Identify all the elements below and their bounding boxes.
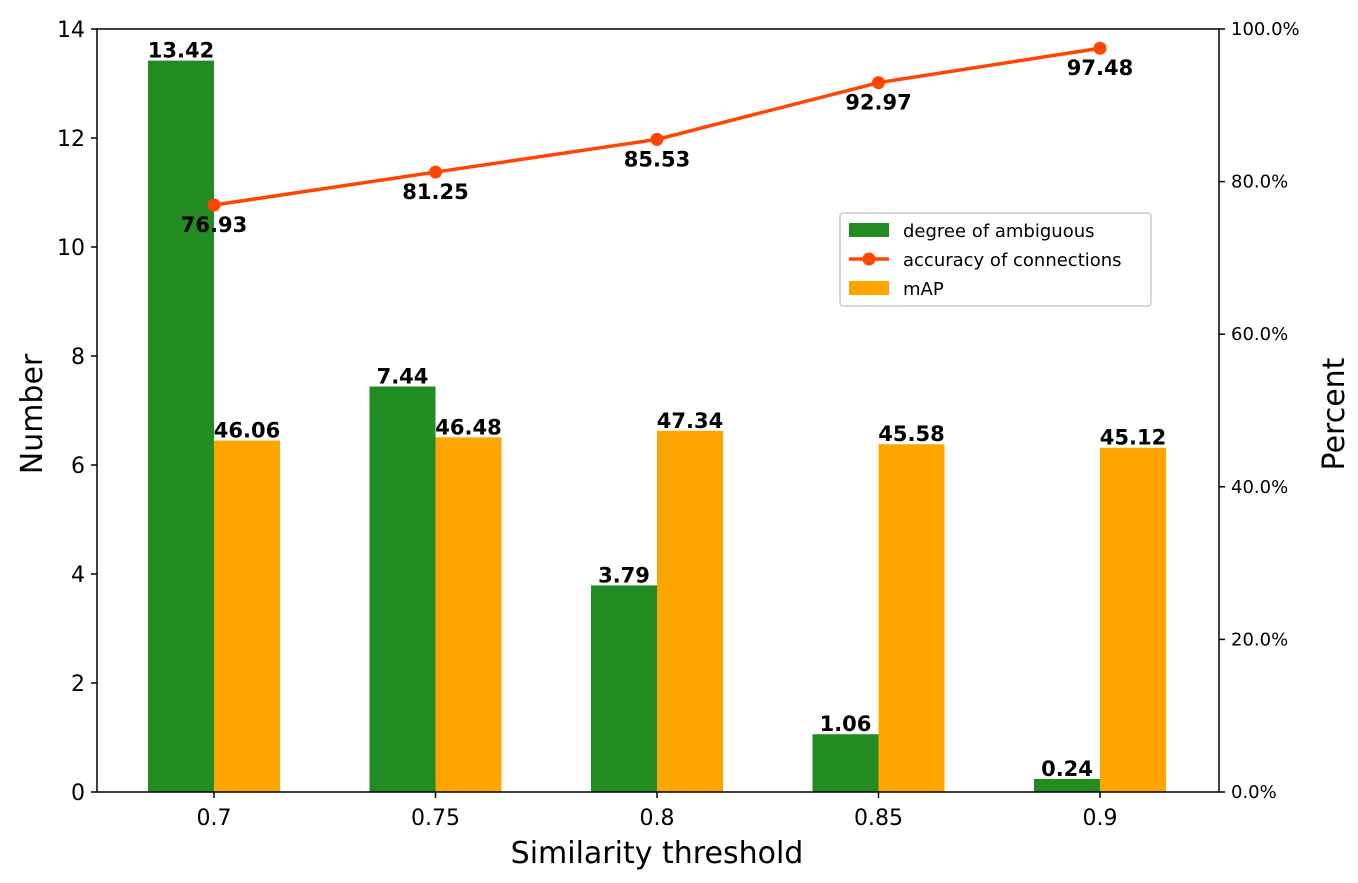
y-tick-right-1: 20.0% <box>1231 629 1288 650</box>
bar-ambiguous-0.8 <box>591 585 657 792</box>
data-label-ambiguous-0.9: 0.24 <box>1041 757 1093 781</box>
y-tick-left-10: 10 <box>57 236 85 261</box>
legend-swatch-map <box>849 281 889 295</box>
bar-ambiguous-0.7 <box>148 60 214 793</box>
data-label-ambiguous-0.75: 7.44 <box>377 365 429 389</box>
line-layer <box>207 41 1107 212</box>
data-label-accuracy-0.7: 76.93 <box>181 213 247 237</box>
bar-ambiguous-0.75 <box>369 386 436 792</box>
bar-map-0.75 <box>435 437 502 792</box>
y-tick-right-3: 60.0% <box>1231 324 1288 345</box>
data-label-accuracy-0.75: 81.25 <box>402 180 468 204</box>
bar-map-0.8 <box>657 430 723 792</box>
bars-layer <box>148 60 1166 793</box>
axes-layer: 0 2 4 6 8 10 12 14 0.0% 20.0% 40.0% 60.0% 80.0% 100.0… <box>57 18 1300 831</box>
accuracy-point-0.8 <box>650 132 664 146</box>
data-label-accuracy-0.8: 85.53 <box>624 147 690 171</box>
bar-map-0.7 <box>214 440 280 792</box>
y-tick-left-0: 0 <box>71 781 85 806</box>
legend-frame <box>839 212 1152 307</box>
y-tick-right-2: 40.0% <box>1231 477 1288 498</box>
bar-map-0.85 <box>878 444 945 792</box>
legend: degree of ambiguous accuracy of connecti… <box>839 212 1152 307</box>
bar-ambiguous-0.85 <box>812 734 879 792</box>
accuracy-point-0.9 <box>1093 41 1107 55</box>
legend-swatch-ambiguous <box>849 223 889 237</box>
data-label-ambiguous-0.85: 1.06 <box>820 712 872 736</box>
y-tick-left-4: 4 <box>71 563 85 588</box>
y-tick-left-2: 2 <box>71 672 85 697</box>
accuracy-line <box>213 46 1101 207</box>
x-tick-0.8: 0.8 <box>640 806 675 831</box>
y-tick-left-6: 6 <box>71 454 85 479</box>
legend-label-ambiguous: degree of ambiguous <box>903 221 1095 242</box>
plot-frame <box>96 28 1220 793</box>
data-label-map-0.9: 45.12 <box>1100 426 1166 450</box>
bar-ambiguous-0.9 <box>1034 778 1100 792</box>
data-label-map-0.8: 47.34 <box>657 409 723 433</box>
data-label-ambiguous-0.7: 13.42 <box>148 39 214 63</box>
bar-map-0.9 <box>1100 447 1166 792</box>
legend-label-map: mAP <box>903 279 944 300</box>
y-axis-title-right: Percent <box>1317 357 1352 470</box>
y-tick-right-4: 80.0% <box>1231 172 1288 193</box>
data-label-ambiguous-0.8: 3.79 <box>598 563 650 587</box>
x-tick-0.75: 0.75 <box>411 806 460 831</box>
y-tick-left-14: 14 <box>57 18 85 43</box>
y-tick-right-5: 100.0% <box>1231 19 1300 40</box>
x-tick-0.9: 0.9 <box>1083 806 1118 831</box>
data-label-accuracy-0.85: 92.97 <box>845 91 911 115</box>
accuracy-point-0.85 <box>872 76 885 90</box>
y-axis-title-left: Number <box>15 353 50 474</box>
legend-label-accuracy: accuracy of connections <box>903 250 1122 271</box>
data-label-accuracy-0.9: 97.48 <box>1067 56 1133 80</box>
y-tick-left-12: 12 <box>57 127 85 152</box>
accuracy-point-0.75 <box>429 165 442 179</box>
labels-layer: 13.42 46.06 7.44 46.48 3.79 47.34 1.06 45.58 0.2… <box>148 39 1166 781</box>
x-tick-0.85: 0.85 <box>854 806 903 831</box>
x-tick-0.7: 0.7 <box>197 806 232 831</box>
data-label-map-0.7: 46.06 <box>214 419 280 443</box>
data-label-map-0.85: 45.58 <box>878 422 944 446</box>
accuracy-point-0.7 <box>207 198 221 212</box>
legend-swatch-accuracy-marker <box>862 252 876 266</box>
x-axis-title: Similarity threshold <box>511 836 804 871</box>
data-label-map-0.75: 46.48 <box>435 415 501 439</box>
y-tick-left-8: 8 <box>71 345 85 370</box>
y-tick-right-0: 0.0% <box>1231 782 1277 803</box>
